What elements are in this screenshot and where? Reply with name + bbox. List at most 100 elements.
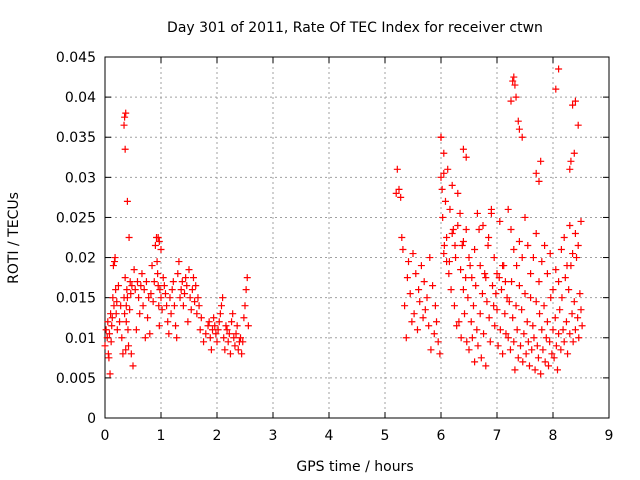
data-point [234, 346, 242, 354]
data-point [503, 294, 511, 302]
data-point [505, 298, 513, 306]
data-point [507, 97, 515, 105]
data-point [444, 165, 452, 173]
data-point [128, 282, 136, 290]
data-point [575, 334, 583, 342]
data-point [471, 358, 479, 366]
y-tick-label: 0.01 [65, 331, 96, 347]
x-tick-label: 6 [437, 428, 446, 444]
data-point [168, 286, 176, 294]
data-point [468, 334, 476, 342]
data-point [108, 322, 116, 330]
data-point [222, 322, 230, 330]
data-point [106, 370, 114, 378]
data-point [176, 294, 184, 302]
data-point [401, 302, 409, 310]
data-point [501, 278, 509, 286]
data-point [123, 286, 131, 294]
data-point [547, 294, 555, 302]
data-point [506, 346, 514, 354]
data-point [213, 338, 221, 346]
data-point [519, 358, 527, 366]
data-point [183, 282, 191, 290]
data-point [509, 77, 517, 85]
data-point [149, 298, 157, 306]
data-point [437, 133, 445, 141]
data-point [569, 101, 577, 109]
data-point [523, 318, 531, 326]
grid-lines [105, 57, 609, 418]
data-point [186, 294, 194, 302]
data-point [122, 318, 130, 326]
data-point [552, 85, 560, 93]
data-points [101, 65, 586, 378]
data-point [549, 286, 557, 294]
data-point [123, 294, 131, 302]
data-point [468, 274, 476, 282]
data-point [105, 354, 113, 362]
data-point [510, 338, 518, 346]
data-point [448, 181, 456, 189]
data-point [195, 302, 203, 310]
data-point [513, 262, 521, 270]
data-point [535, 278, 543, 286]
data-point [179, 302, 187, 310]
data-point [496, 326, 504, 334]
data-point [204, 322, 212, 330]
data-point [214, 326, 222, 334]
data-point [462, 153, 470, 161]
data-point [434, 338, 442, 346]
data-point [131, 286, 139, 294]
data-point [527, 294, 535, 302]
data-point [518, 133, 526, 141]
data-point [402, 334, 410, 342]
data-point [121, 113, 129, 121]
data-point [206, 334, 214, 342]
data-point [521, 290, 529, 298]
data-point [531, 366, 539, 374]
data-point [450, 302, 458, 310]
data-point [238, 350, 246, 358]
data-point [492, 290, 500, 298]
data-point [565, 286, 573, 294]
data-point [574, 314, 582, 322]
data-point [165, 330, 173, 338]
data-point [241, 302, 249, 310]
data-point [397, 193, 405, 201]
data-point [454, 189, 462, 197]
data-point [512, 93, 520, 101]
y-tick-label: 0.035 [56, 130, 96, 146]
data-point [158, 306, 166, 314]
data-point [102, 326, 110, 334]
data-point [527, 270, 535, 278]
data-point [480, 330, 488, 338]
data-point [172, 322, 180, 330]
data-point [114, 282, 122, 290]
data-point [538, 326, 546, 334]
data-point [443, 234, 451, 241]
data-point [440, 169, 448, 177]
data-point [122, 302, 130, 310]
data-point [233, 322, 241, 330]
data-point [511, 81, 519, 89]
data-point [421, 306, 429, 314]
data-point [515, 125, 523, 133]
data-point [451, 242, 459, 250]
data-point [137, 282, 145, 290]
data-point [155, 322, 163, 330]
data-point [121, 310, 129, 318]
data-point [242, 286, 250, 294]
data-point [127, 290, 135, 298]
data-point [413, 326, 421, 334]
data-point [140, 286, 148, 294]
data-point [566, 330, 574, 338]
data-point [577, 306, 585, 314]
data-point [228, 318, 236, 326]
data-point [473, 326, 481, 334]
data-point [456, 209, 464, 217]
data-point [569, 250, 577, 258]
data-point [473, 209, 481, 217]
data-point [512, 302, 520, 310]
y-tick-label: 0.005 [56, 371, 96, 387]
data-point [113, 326, 121, 334]
